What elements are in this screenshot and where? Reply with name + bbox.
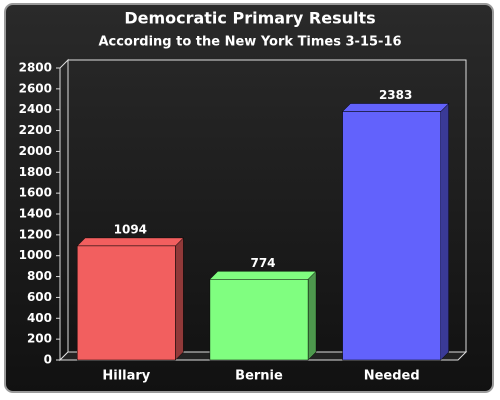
bar-top bbox=[76, 237, 185, 247]
bar-side-shade bbox=[440, 103, 449, 360]
y-tick-label: 200 bbox=[27, 332, 52, 346]
y-tick-label: 400 bbox=[27, 311, 52, 325]
y-tick-label: 1600 bbox=[19, 186, 52, 200]
y-tick-label: 0 bbox=[44, 353, 52, 367]
y-tick-label: 1000 bbox=[19, 248, 52, 262]
value-label: 1094 bbox=[114, 222, 147, 236]
chart-subtitle: According to the New York Times 3-15-16 bbox=[98, 35, 401, 50]
bar-side-shade bbox=[175, 237, 184, 360]
bar-top bbox=[341, 103, 450, 112]
x-tick-label: Hillary bbox=[102, 369, 150, 384]
y-tick-label: 1400 bbox=[19, 207, 52, 221]
value-label: 774 bbox=[250, 256, 275, 270]
chart-title: Democratic Primary Results bbox=[124, 9, 375, 28]
y-tick-label: 2800 bbox=[19, 61, 52, 75]
y-tick-label: 1800 bbox=[19, 165, 52, 179]
bar-side-shade bbox=[308, 271, 317, 360]
y-tick-label: 600 bbox=[27, 290, 52, 304]
plot-area: 0 200 400 600 800 1000 1200 1400 1600 1800 2000 220… bbox=[19, 58, 468, 384]
bar bbox=[76, 245, 176, 361]
y-tick-label: 2600 bbox=[19, 81, 52, 95]
x-tick-label: Bernie bbox=[235, 369, 283, 384]
y-tick-label: 2200 bbox=[19, 123, 52, 137]
y-tick-label: 1200 bbox=[19, 227, 52, 241]
value-label: 2383 bbox=[379, 88, 412, 102]
y-tick-label: 2400 bbox=[19, 102, 52, 116]
x-tick-label: Needed bbox=[364, 369, 420, 384]
y-tick-label: 2000 bbox=[19, 144, 52, 158]
bar bbox=[342, 111, 442, 361]
y-tick-label: 800 bbox=[27, 269, 52, 283]
bar bbox=[209, 279, 309, 361]
bar-top bbox=[209, 271, 317, 280]
